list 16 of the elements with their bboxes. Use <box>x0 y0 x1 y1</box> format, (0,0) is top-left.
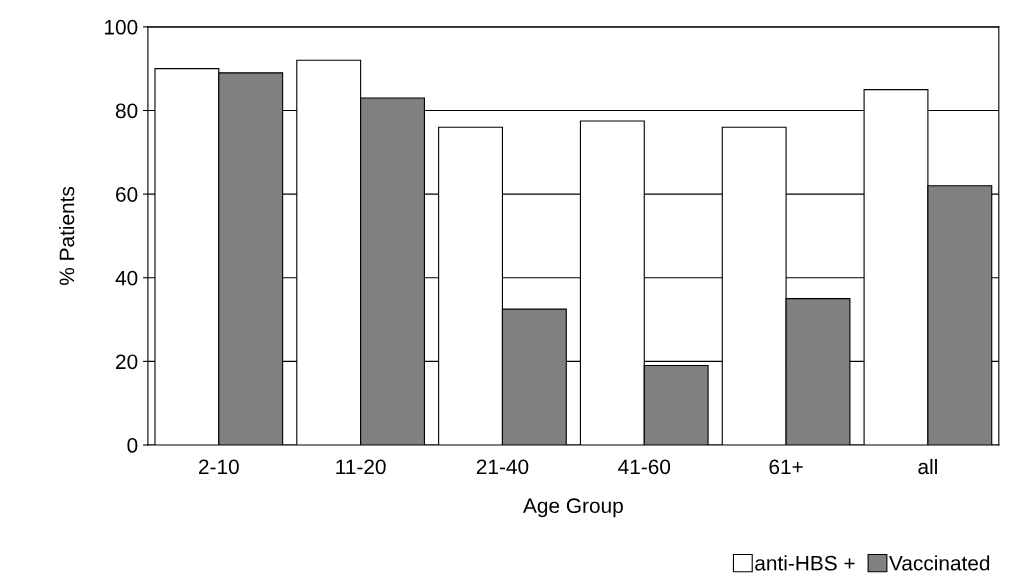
y-tick-label: 60 <box>116 187 138 202</box>
x-tick-label: 41-60 <box>618 459 671 475</box>
legend-label: anti-HBS + <box>755 555 855 571</box>
y-tick-label: 80 <box>115 103 138 119</box>
legend-label: Vaccinated <box>889 555 990 571</box>
x-tick-label: 61+ <box>769 459 803 475</box>
x-axis-title: Age Group <box>523 498 623 518</box>
x-tick-label: all <box>918 458 937 475</box>
y-tick-label: 0 <box>127 438 138 453</box>
x-tick-label: 2-10 <box>199 459 239 475</box>
y-tick-label: 20 <box>116 354 138 370</box>
x-tick-label: 21-40 <box>476 459 529 475</box>
x-tick-label: 11-20 <box>336 459 386 475</box>
y-tick-label: 40 <box>115 270 138 286</box>
y-axis-title: % Patients <box>59 186 75 285</box>
y-tick-label: 100 <box>105 19 138 35</box>
